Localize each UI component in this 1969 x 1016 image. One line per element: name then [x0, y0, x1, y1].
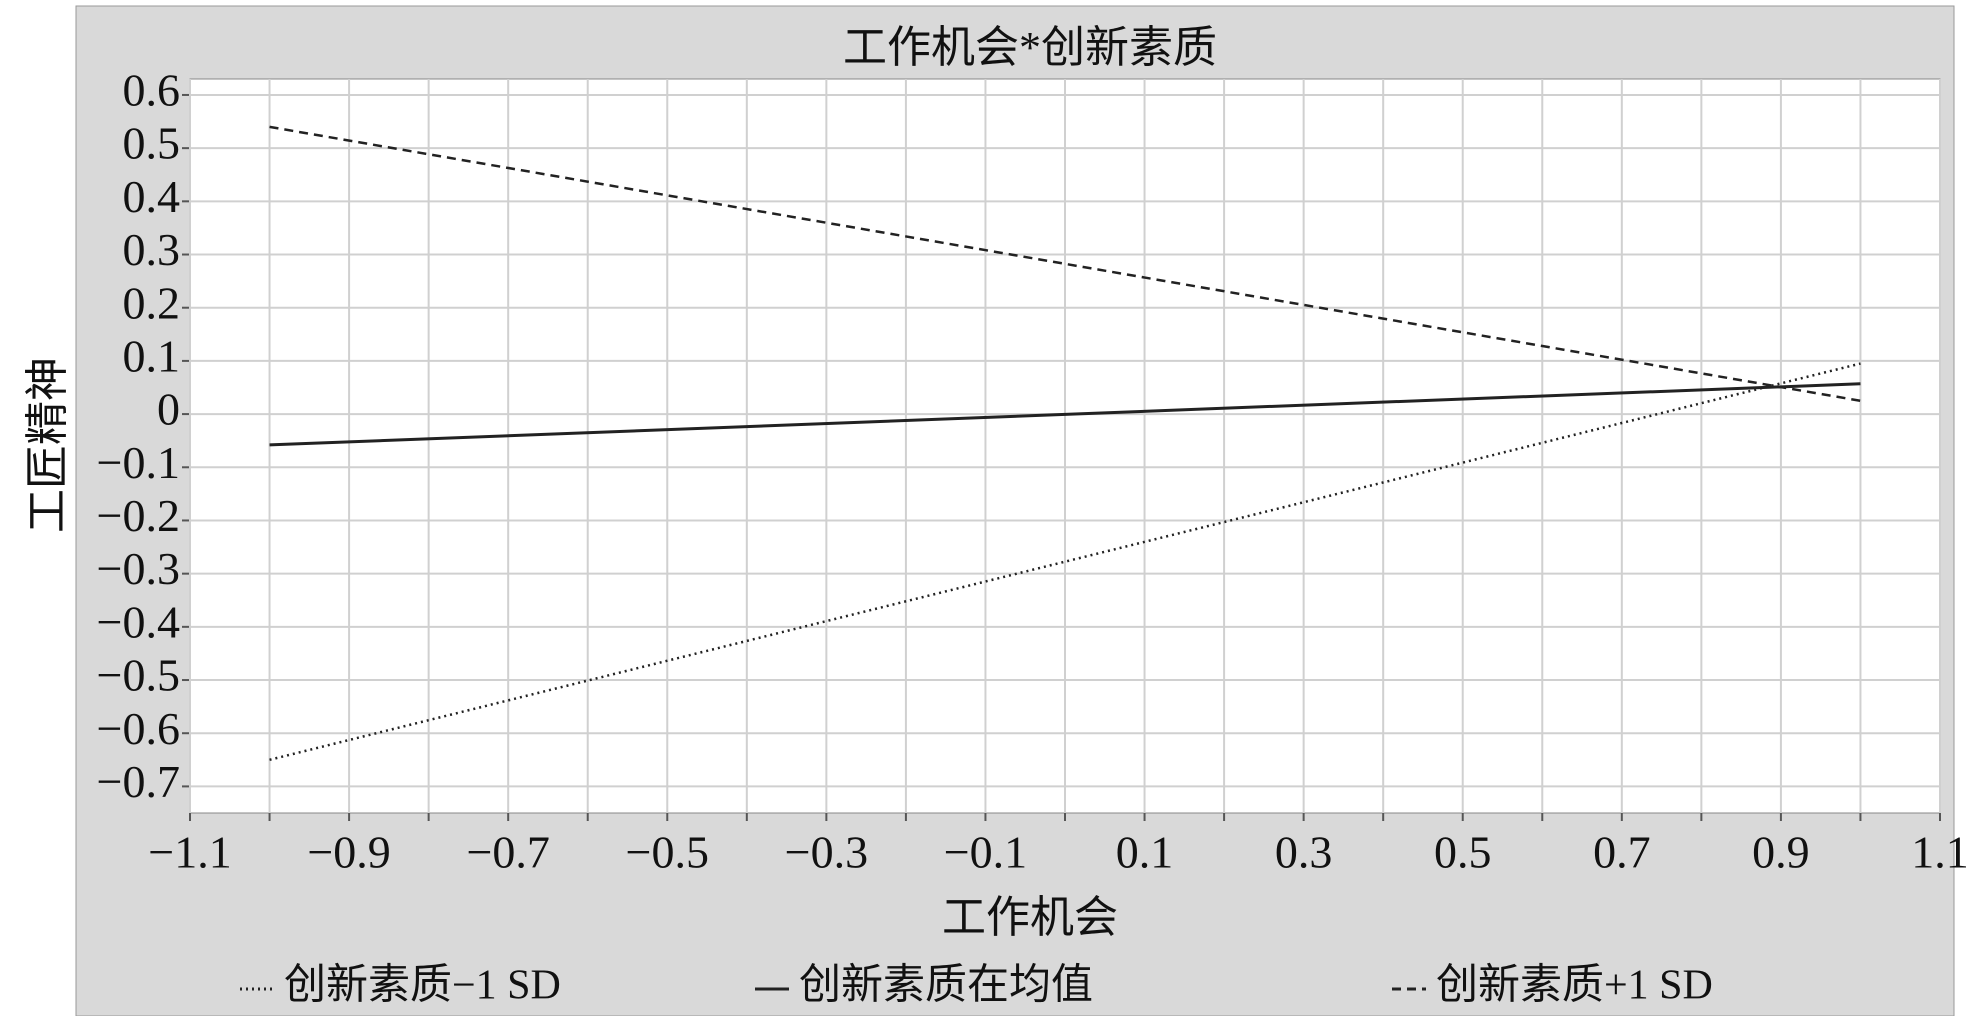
series-line	[269, 382, 1861, 447]
legend-label: 创新素质+1 SD	[1436, 963, 1713, 1009]
x-tick-label: 0.9	[1752, 827, 1810, 878]
x-tick-label: 0.3	[1275, 827, 1333, 878]
x-tick-label: −0.5	[626, 827, 709, 878]
x-tick-label: −0.9	[307, 827, 390, 878]
y-tick-label: 0.3	[123, 224, 181, 275]
y-tick-label: −0.5	[97, 650, 180, 701]
y-tick-label: −0.3	[97, 543, 180, 594]
y-tick-label: 0.1	[123, 330, 181, 381]
y-tick-label: −0.1	[97, 437, 180, 488]
y-tick-label: −0.4	[97, 596, 180, 647]
x-tick-label: 1.1	[1911, 827, 1969, 878]
y-tick-label: 0	[157, 384, 180, 435]
y-tick-label: −0.2	[97, 490, 180, 541]
y-tick-label: 0.6	[123, 65, 181, 116]
legend-label: 创新素质−1 SD	[284, 963, 561, 1009]
x-tick-label: 0.7	[1593, 827, 1651, 878]
y-tick-label: 0.2	[123, 277, 181, 328]
y-tick-label: 0.4	[123, 171, 181, 222]
x-tick-label: −0.7	[466, 827, 549, 878]
x-axis-label: 工作机会	[942, 893, 1118, 942]
y-axis-label: 工匠精神	[23, 357, 72, 533]
y-tick-label: 0.5	[123, 118, 181, 169]
y-tick-label: −0.6	[97, 703, 180, 754]
x-tick-label: −0.1	[944, 827, 1027, 878]
chart-title: 工作机会*创新素质	[843, 23, 1217, 72]
x-tick-label: 0.5	[1434, 827, 1492, 878]
x-tick-label: −0.3	[785, 827, 868, 878]
x-tick-label: 0.1	[1116, 827, 1174, 878]
y-tick-label: −0.7	[97, 756, 180, 807]
legend-label: 创新素质在均值	[799, 963, 1093, 1009]
x-tick-label: −1.1	[148, 827, 231, 878]
